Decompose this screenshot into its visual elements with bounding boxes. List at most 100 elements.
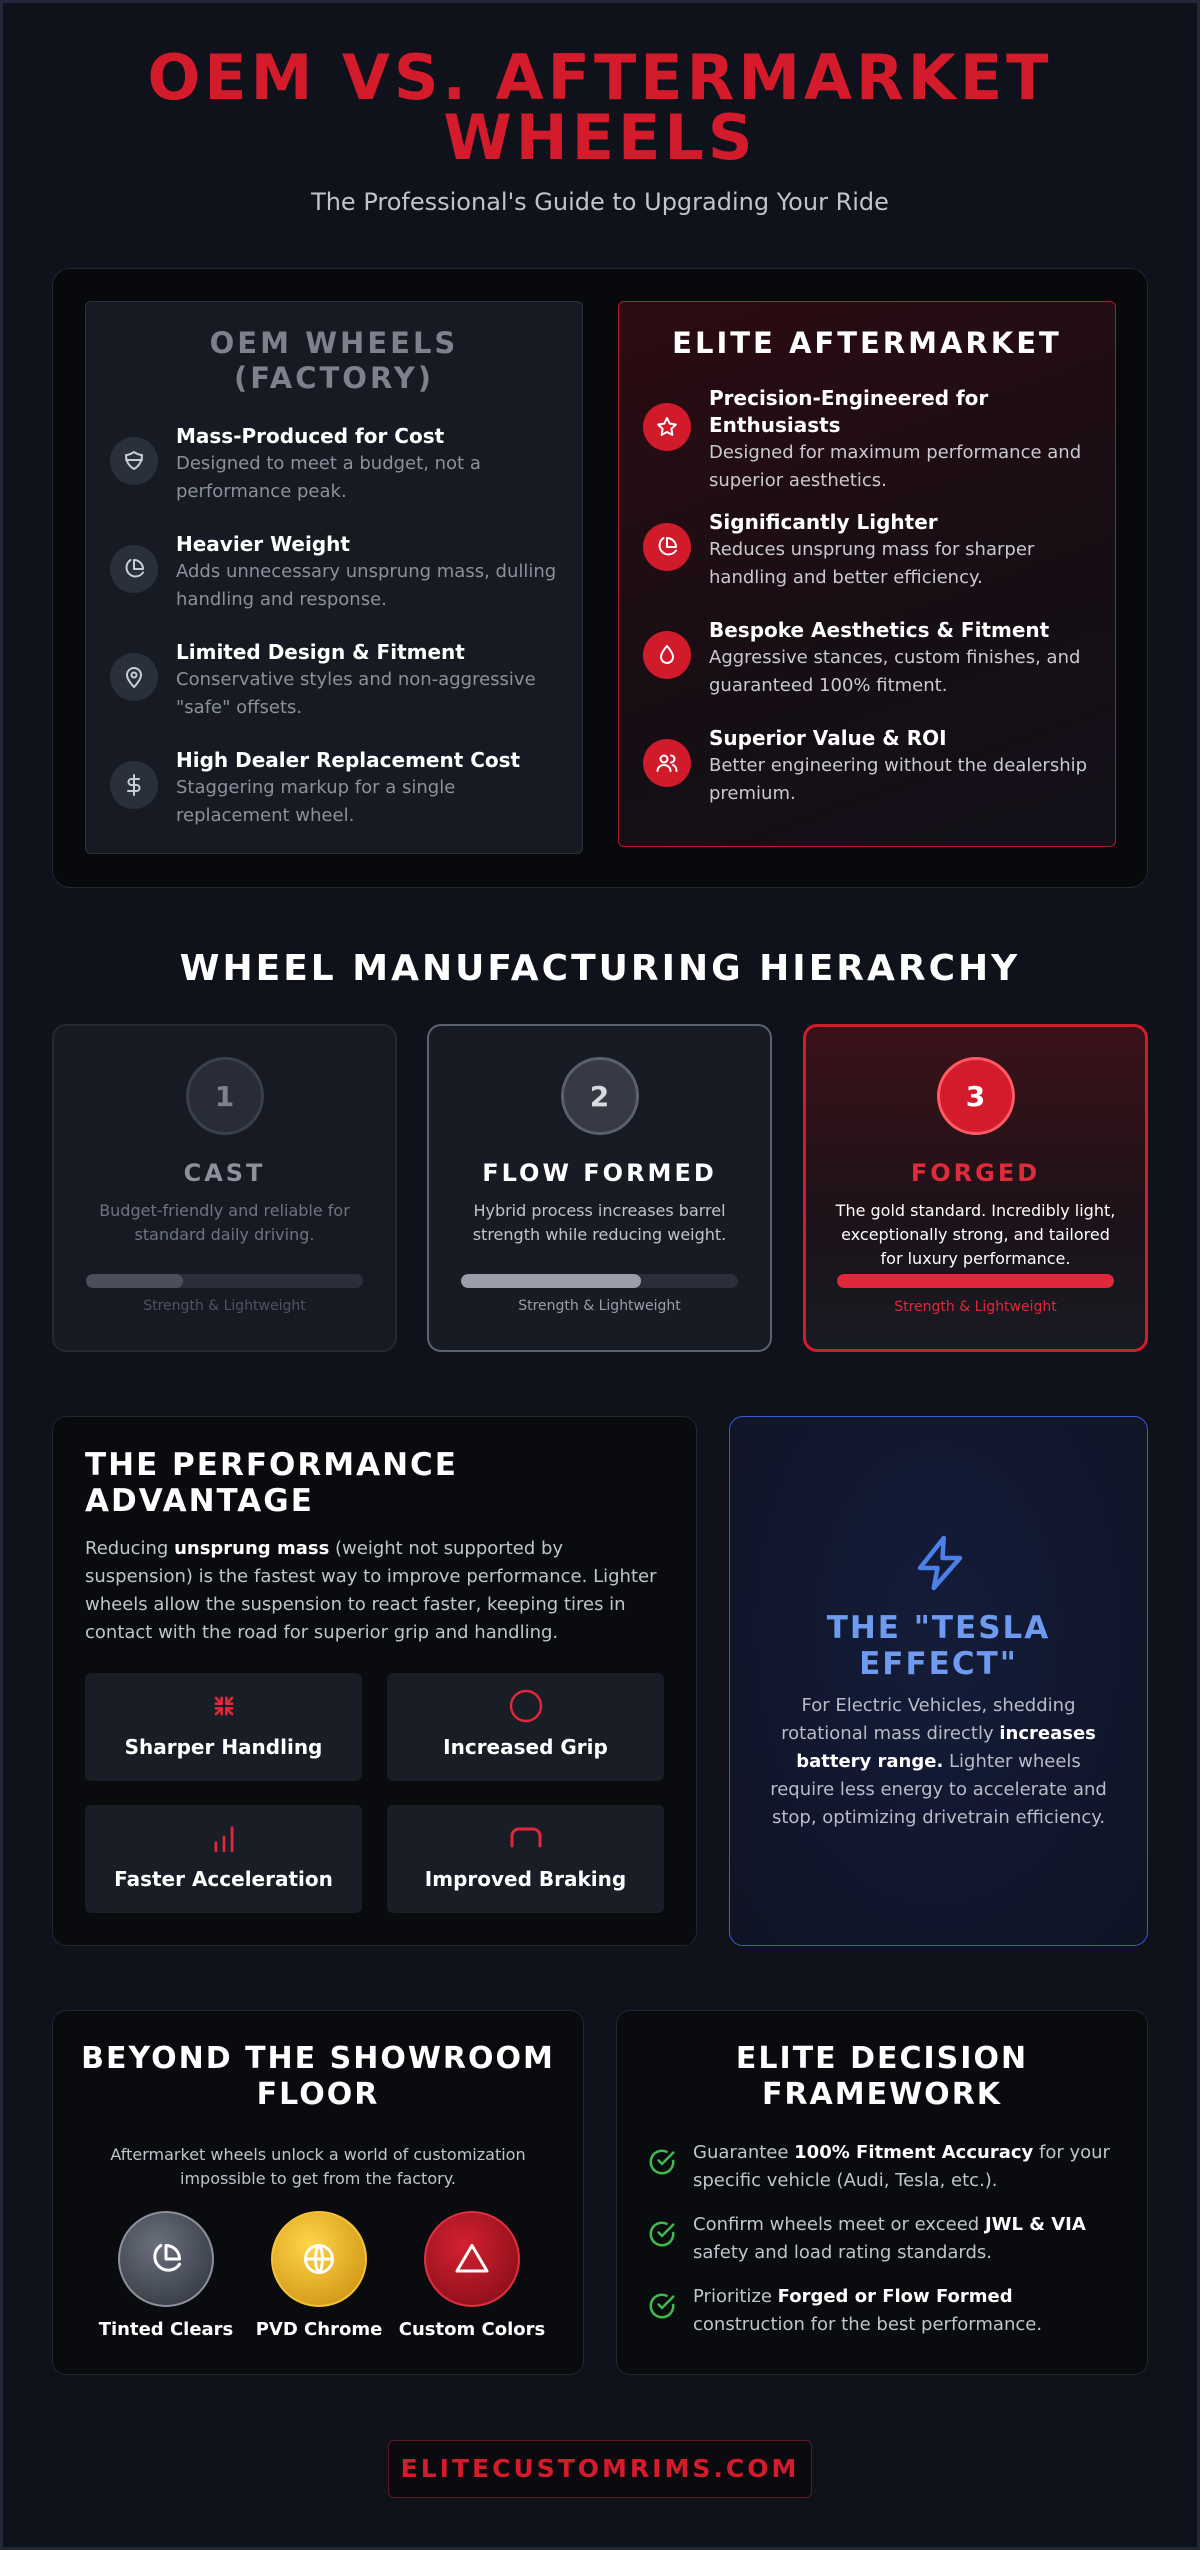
framework-bold: 100% Fitment Accuracy — [794, 2142, 1034, 2163]
oem-feature-list: Mass-Produced for Cost Designed to meet a… — [110, 423, 562, 855]
framework-text: Confirm wheels meet or exceed — [693, 2214, 985, 2235]
tesla-body-text: For Electric Vehicles, shedding rotation… — [781, 1695, 1076, 1744]
elite-feature: Bespoke Aesthetics & Fitment Aggressive s… — [643, 617, 1095, 725]
framework-text: safety and load rating standards. — [693, 2242, 993, 2263]
tesla-body-text: Lighter wheels require less energy to ac… — [770, 1751, 1107, 1828]
strength-bar-fill — [837, 1274, 1114, 1288]
circle-icon — [387, 1689, 664, 1723]
oem-feature: Heavier Weight Adds unnecessary unsprung … — [110, 531, 562, 639]
tier-card-flow-formed: 2 FLOW FORMED Hybrid process increases b… — [427, 1024, 772, 1352]
elite-feature: Superior Value & ROI Better engineering w… — [643, 725, 1095, 833]
benefit-label: Faster Acceleration — [114, 1867, 333, 1891]
tier-name: FLOW FORMED — [482, 1159, 717, 1187]
framework-title: ELITE DECISION FRAMEWORK — [735, 2041, 1029, 2112]
showroom-title: BEYOND THE SHOWROOM FLOOR — [81, 2041, 555, 2112]
feature-desc: Better engineering without the dealershi… — [709, 755, 1088, 804]
framework-text: Prioritize — [693, 2286, 778, 2307]
framework-bold: Forged or Flow Formed — [777, 2286, 1013, 2307]
tier-card-forged: 3 FORGED The gold standard. Incredibly l… — [803, 1024, 1148, 1352]
bar-chart-icon — [85, 1821, 362, 1855]
performance-body-text: (weight not supported by suspension) is … — [85, 1538, 657, 1643]
page-title-line1: OEM VS. AFTERMARKET — [147, 41, 1053, 114]
framework-bold: JWL & VIA — [984, 2214, 1086, 2235]
performance-title: THE PERFORMANCE ADVANTAGE — [85, 1447, 458, 1519]
benefit-increased-grip: Increased Grip — [387, 1673, 664, 1781]
dollar-icon — [110, 761, 158, 809]
framework-text: for your specific vehicle (Audi, Tesla, … — [693, 2142, 1110, 2191]
showroom-card: BEYOND THE SHOWROOM FLOOR Aftermarket wh… — [52, 2010, 584, 2375]
feature-desc: Adds unnecessary unsprung mass, dulling … — [176, 561, 557, 610]
elite-card: ELITE AFTERMARKET Precision-Engineered f… — [618, 301, 1116, 847]
page-title: OEM VS. AFTERMARKET WHEELS — [0, 41, 1200, 169]
comparison-section: OEM WHEELS (FACTORY) Mass-Produced for C… — [52, 268, 1148, 888]
performance-body: Reducing unsprung mass (weight not suppo… — [85, 1535, 665, 1647]
tier-desc: Budget-friendly and reliable for standar… — [99, 1201, 350, 1244]
tier-number: 3 — [936, 1057, 1015, 1135]
strength-bar — [837, 1274, 1114, 1288]
feature-desc: Aggressive stances, custom finishes, and… — [709, 647, 1081, 696]
strength-bar — [461, 1274, 738, 1288]
feature-title: Heavier Weight — [176, 532, 350, 556]
feature-desc: Designed to meet a budget, not a perform… — [176, 453, 481, 502]
hierarchy-heading: WHEEL MANUFACTURING HIERARCHY — [179, 948, 1021, 989]
benefit-faster-acceleration: Faster Acceleration — [85, 1805, 362, 1913]
oem-heading: OEM WHEELS (FACTORY) — [209, 326, 459, 395]
strength-bar-fill — [86, 1274, 183, 1288]
check-circle-icon — [647, 2291, 679, 2325]
pie-chart-icon — [643, 523, 691, 571]
brake-arc-icon — [387, 1821, 664, 1855]
finish-label: Custom Colors — [398, 2319, 546, 2340]
performance-body-bold: unsprung mass — [174, 1538, 330, 1559]
framework-text: Guarantee — [693, 2142, 795, 2163]
users-icon — [643, 739, 691, 787]
elite-feature: Precision-Engineered for Enthusiasts Desi… — [643, 385, 1095, 509]
feature-desc: Staggering markup for a single replaceme… — [176, 777, 456, 826]
pie-chart-icon — [118, 2211, 214, 2307]
feature-title: Precision-Engineered for Enthusiasts — [709, 386, 989, 437]
performance-card: THE PERFORMANCE ADVANTAGE Reducing unspr… — [52, 1416, 697, 1946]
benefit-improved-braking: Improved Braking — [387, 1805, 664, 1913]
feature-title: Superior Value & ROI — [709, 726, 947, 750]
elite-heading: ELITE AFTERMARKET — [672, 326, 1062, 360]
benefit-label: Sharper Handling — [124, 1735, 323, 1759]
finish-custom-colors: Custom Colors — [387, 2211, 557, 2340]
benefit-label: Increased Grip — [443, 1735, 608, 1759]
shield-icon — [110, 437, 158, 485]
tier-number: 1 — [185, 1057, 264, 1135]
framework-text: construction for the best performance. — [693, 2314, 1043, 2335]
framework-item: Guarantee 100% Fitment Accuracy for your… — [647, 2139, 1127, 2211]
feature-title: Limited Design & Fitment — [176, 640, 465, 664]
framework-list: Guarantee 100% Fitment Accuracy for your… — [647, 2139, 1127, 2355]
finish-label: Tinted Clears — [98, 2319, 234, 2340]
oem-feature: Mass-Produced for Cost Designed to meet a… — [110, 423, 562, 531]
feature-title: Mass-Produced for Cost — [176, 424, 445, 448]
strength-bar-label: Strength & Lightweight — [143, 1298, 306, 1314]
strength-bar-label: Strength & Lightweight — [894, 1299, 1057, 1315]
feature-title: Significantly Lighter — [709, 510, 938, 534]
feature-desc: Reduces unsprung mass for sharper handli… — [709, 539, 1035, 588]
pie-chart-icon — [110, 545, 158, 593]
globe-icon — [271, 2211, 367, 2307]
tier-name: CAST — [183, 1159, 266, 1187]
tier-desc: Hybrid process increases barrel strength… — [472, 1201, 727, 1244]
tesla-effect-title: THE "TESLA EFFECT" — [826, 1610, 1051, 1682]
feature-title: Bespoke Aesthetics & Fitment — [709, 618, 1050, 642]
decision-framework-card: ELITE DECISION FRAMEWORK Guarantee 100% … — [616, 2010, 1148, 2375]
tier-desc: The gold standard. Incredibly light, exc… — [835, 1201, 1116, 1268]
strength-bar-fill — [461, 1274, 642, 1288]
droplet-icon — [643, 631, 691, 679]
oem-feature: High Dealer Replacement Cost Staggering m… — [110, 747, 562, 855]
strength-bar-label: Strength & Lightweight — [518, 1298, 681, 1314]
tesla-body-bold: increases battery range. — [796, 1723, 1096, 1772]
strength-bar — [86, 1274, 363, 1288]
website-link[interactable]: ELITECUSTOMRIMS.COM — [388, 2440, 812, 2498]
shrink-arrows-icon — [85, 1689, 362, 1723]
elite-feature: Significantly Lighter Reduces unsprung ma… — [643, 509, 1095, 617]
feature-desc: Designed for maximum performance and sup… — [709, 442, 1082, 491]
finish-pvd-chrome: PVD Chrome — [234, 2211, 404, 2340]
tesla-effect-card: THE "TESLA EFFECT" For Electric Vehicles… — [729, 1416, 1148, 1946]
framework-item: Prioritize Forged or Flow Formed constru… — [647, 2283, 1127, 2355]
tesla-effect-body: For Electric Vehicles, shedding rotation… — [764, 1692, 1114, 1832]
tier-card-cast: 1 CAST Budget-friendly and reliable for … — [52, 1024, 397, 1352]
